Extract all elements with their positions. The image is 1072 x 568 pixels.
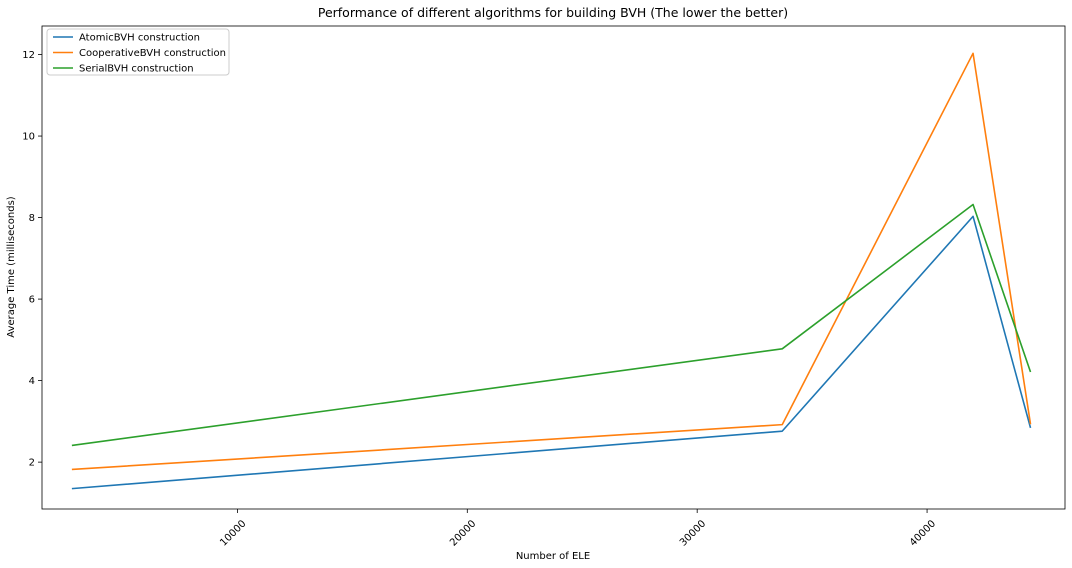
- y-tick-label: 4: [29, 376, 35, 387]
- series-line-3: [71, 203, 1032, 447]
- x-axis-label: Number of ELE: [516, 551, 590, 562]
- y-tick-label: 12: [22, 50, 35, 61]
- y-tick-label: 6: [29, 295, 35, 306]
- plot-frame: [41, 25, 1066, 510]
- legend-label-2: CooperativeBVH construction: [79, 48, 226, 59]
- y-tick-label: 10: [22, 132, 35, 143]
- series-line-1: [71, 215, 1032, 490]
- legend: AtomicBVH construction CooperativeBVH con…: [46, 28, 230, 76]
- series-line-2: [71, 52, 1032, 471]
- legend-label-3: SerialBVH construction: [79, 64, 194, 75]
- plot-area: 10000 20000 30000 40000 2 4 6 8 10 12: [22, 25, 1066, 549]
- y-tick-label: 8: [29, 213, 35, 224]
- x-tick-label: 30000: [678, 518, 708, 548]
- x-tick-label: 20000: [448, 518, 478, 548]
- legend-label-1: AtomicBVH construction: [79, 33, 200, 44]
- y-tick-label: 2: [29, 458, 35, 469]
- y-axis-label: Average Time (milliseconds): [6, 196, 17, 338]
- x-tick-label: 40000: [908, 518, 938, 548]
- chart-title: Performance of different algorithms for …: [318, 5, 788, 20]
- x-tick-label: 10000: [218, 518, 248, 548]
- legend-box: [46, 28, 230, 76]
